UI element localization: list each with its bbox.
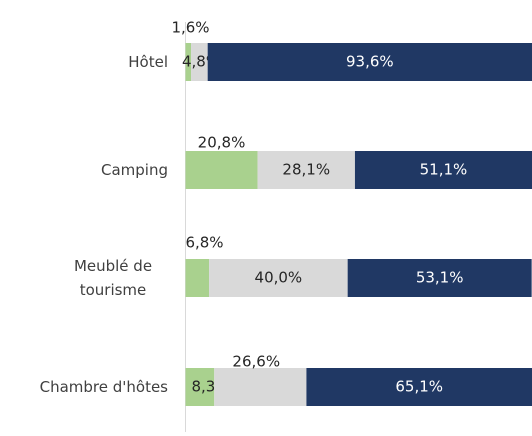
bar-segment (354, 151, 532, 189)
value-label: 6,8% (185, 234, 223, 252)
bar-segment (191, 43, 208, 81)
category-text: Meublé de tourisme (73, 257, 153, 299)
value-label: 28,1% (282, 161, 330, 179)
bar-segment (306, 368, 532, 406)
category-label: Camping (101, 140, 168, 200)
category-text: Camping (101, 161, 168, 179)
value-label: 51,1% (420, 161, 468, 179)
value-label: 53,1% (416, 269, 464, 287)
value-label: 20,8% (198, 134, 246, 152)
value-label: 93,6% (346, 53, 394, 71)
bar-segment (257, 151, 355, 189)
value-label: 65,1% (395, 378, 443, 396)
bar-segment (347, 259, 532, 297)
value-label: 26,6% (232, 353, 280, 371)
bar-segment (185, 151, 258, 189)
category-text: Chambre d'hôtes (39, 378, 168, 396)
category-label: Hôtel (128, 32, 168, 92)
bar-segment (214, 368, 307, 406)
bar-segment (209, 259, 348, 297)
category-text: Hôtel (128, 53, 168, 71)
value-label: 1,6% (171, 19, 209, 37)
bar-segment (207, 43, 532, 81)
bar-segment (185, 43, 192, 81)
category-label: Chambre d'hôtes (40, 357, 168, 417)
value-label: 40,0% (255, 269, 303, 287)
bar-segment (185, 368, 215, 406)
bar-segment (185, 259, 210, 297)
category-label: Meublé de tourisme (58, 248, 168, 308)
